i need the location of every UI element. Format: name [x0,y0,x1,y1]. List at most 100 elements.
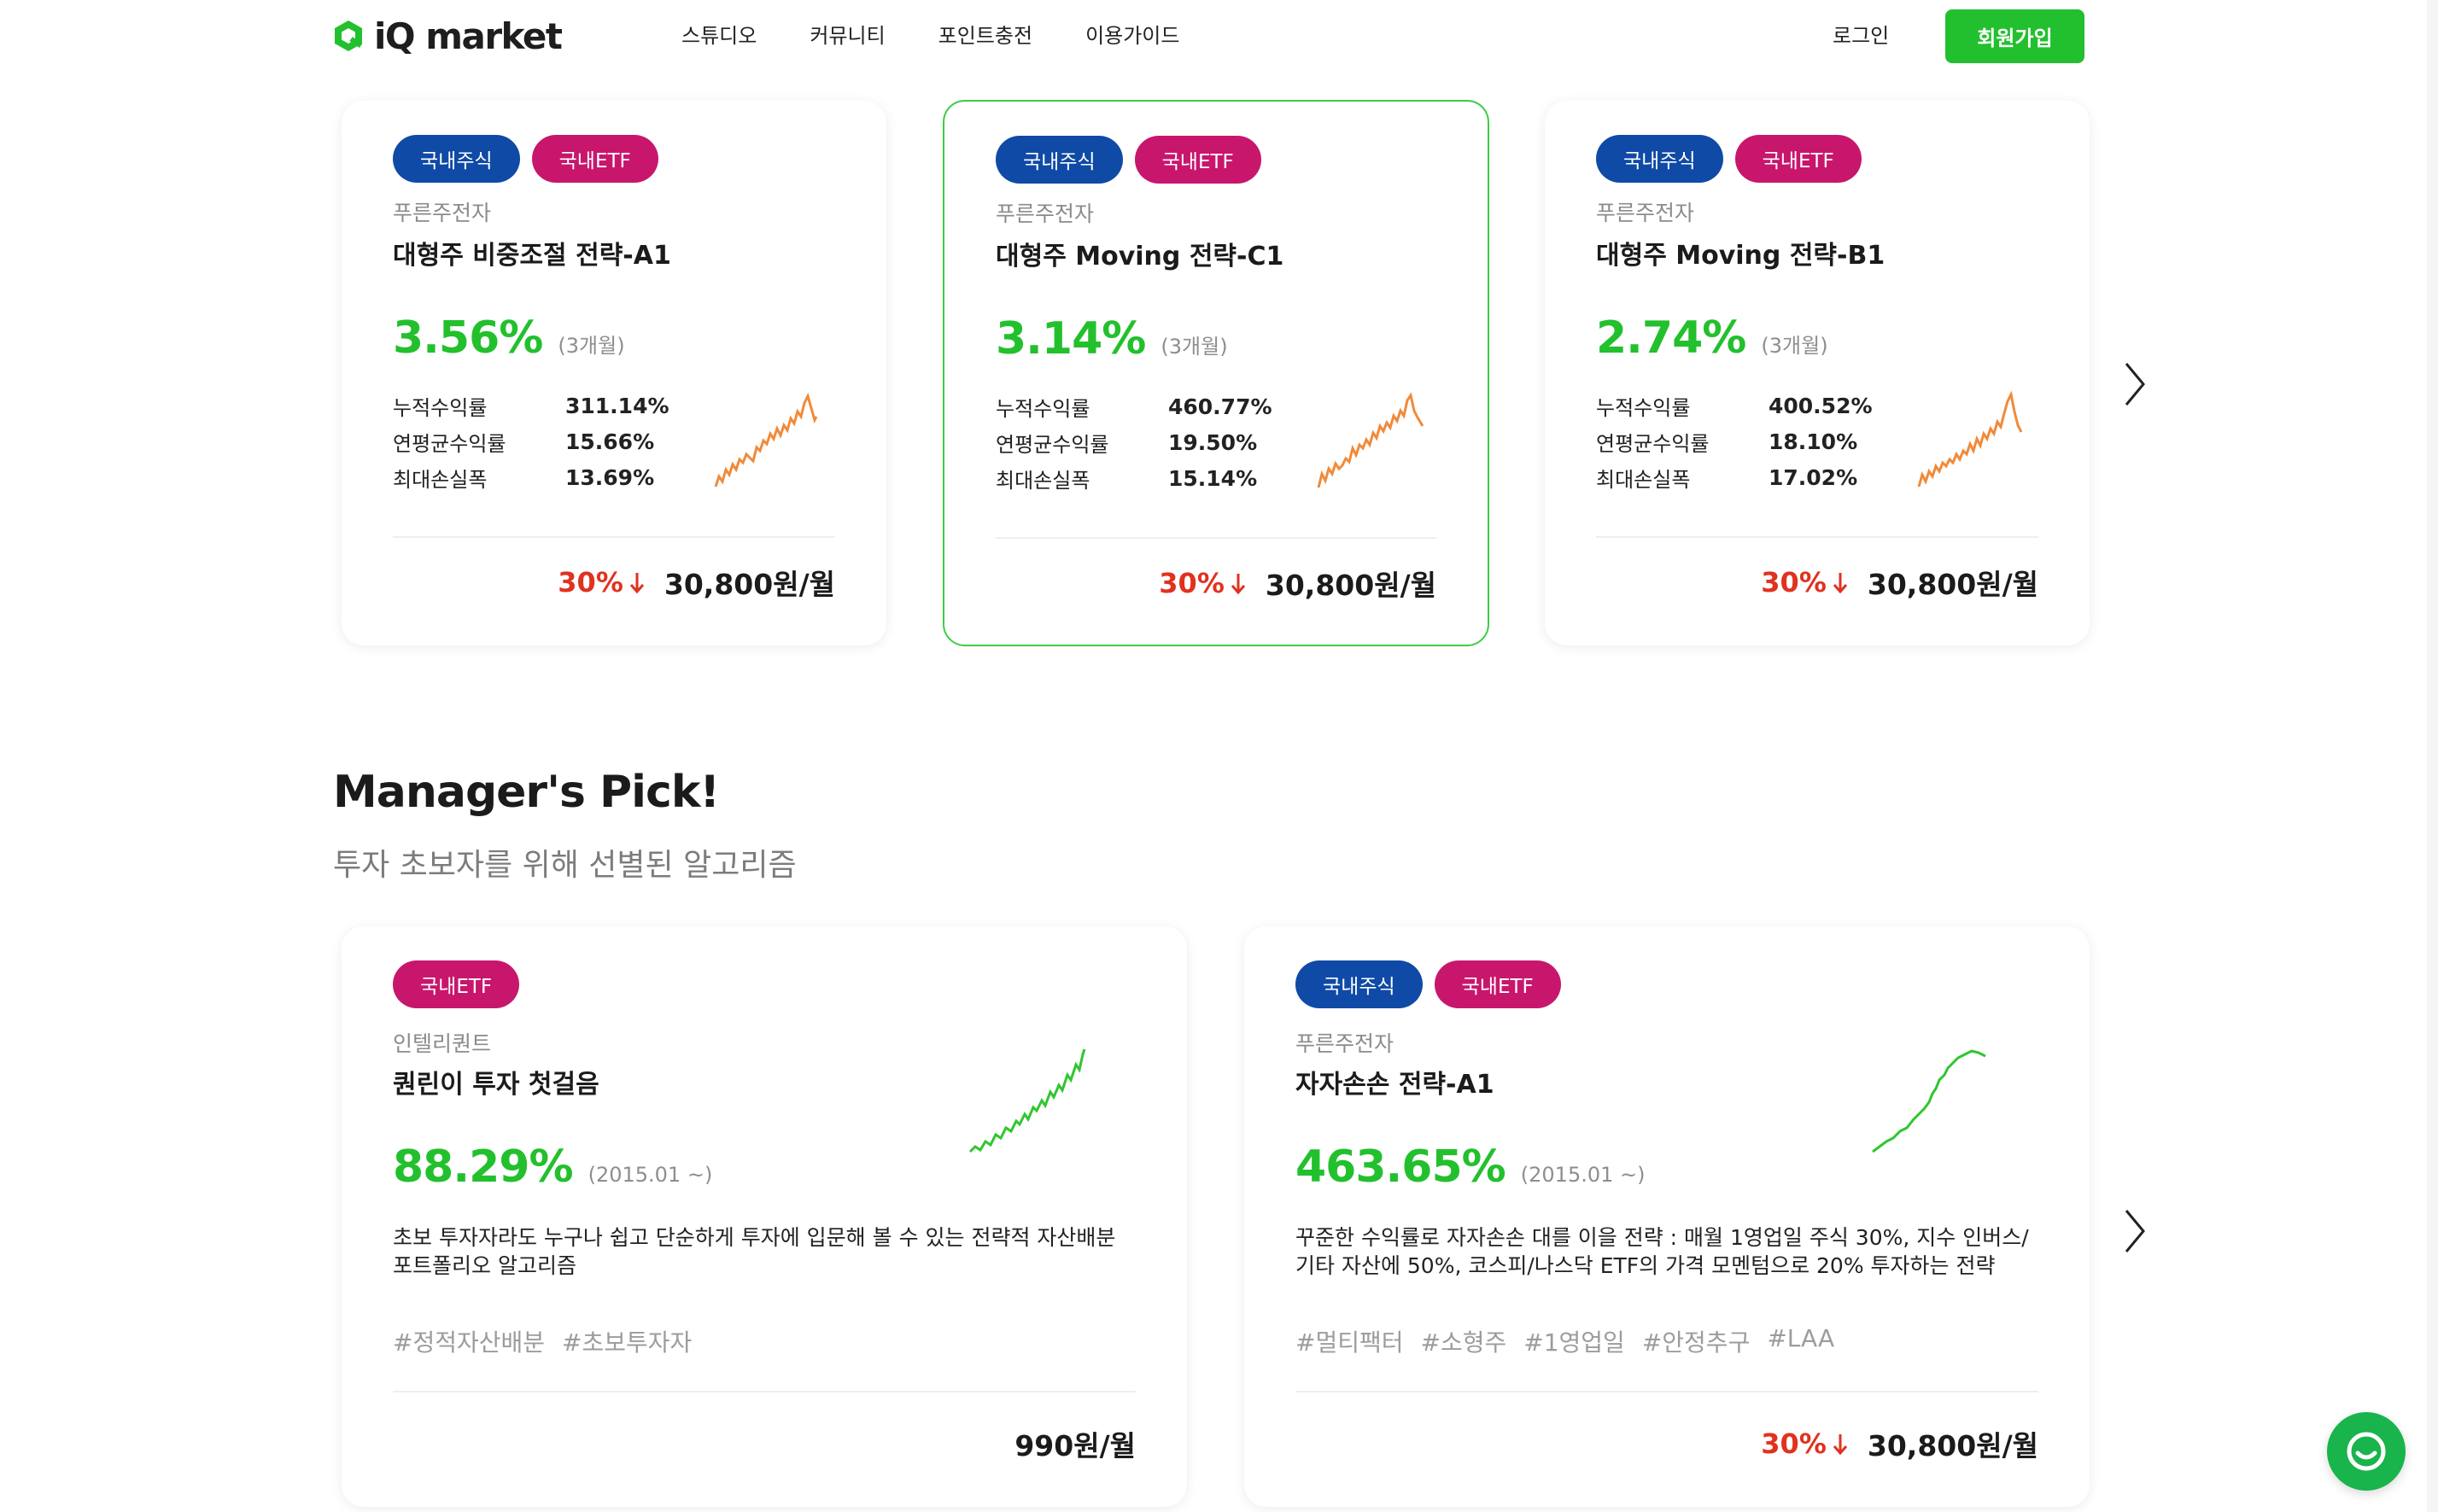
hashtag[interactable]: #초보투자자 [562,1328,693,1357]
hashtag[interactable]: #멀티팩터 [1295,1328,1404,1357]
tag-list: 국내주식 국내ETF [393,135,658,183]
card-divider [1596,536,2038,538]
metric-label: 최대손실폭 [996,468,1090,493]
metric-label: 연평균수익률 [996,432,1109,457]
strategy-name: 대형주 비중조절 전략-A1 [393,241,671,271]
nav-guide[interactable]: 이용가이드 [1085,24,1180,48]
metrics: 누적수익률 311.14% 연평균수익률 15.66% 최대손실폭 13.69% [393,388,669,495]
nav-studio[interactable]: 스튜디오 [681,24,757,48]
return-period: (3개월) [1761,334,1828,358]
metric-row: 누적수익률 311.14% [393,388,669,423]
logo-word: market [425,15,563,57]
logo-mark-text: iQ [374,15,416,57]
metric-row: 최대손실폭 15.14% [996,460,1272,496]
tag-domestic-etf: 국내ETF [1134,136,1261,184]
logo-text: iQ market [374,15,563,57]
strategy-card[interactable]: 국내주식 국내ETF 푸른주전자 대형주 Moving 전략-B1 2.74% … [1545,101,2090,645]
section-title: Manager's Pick! [333,767,720,818]
scrollbar[interactable] [2427,0,2438,1512]
arrow-down-icon [629,573,645,594]
strategy-card[interactable]: 국내주식 국내ETF 푸른주전자 대형주 Moving 전략-C1 3.14% … [943,100,1489,646]
tag-list: 국내주식 국내ETF [996,136,1261,184]
return-block: 88.29% (2015.01 ~) [393,1141,712,1193]
pick-card[interactable]: 국내ETF 인텔리퀀트 퀀린이 투자 첫걸음 88.29% (2015.01 ~… [342,926,1187,1507]
provider-name: 푸른주전자 [1596,201,1695,225]
hashtag-list: #멀티팩터 #소형주 #1영업일 #안정추구 #LAA [1295,1324,1834,1358]
header: iQ market 스튜디오 커뮤니티 포인트충전 이용가이드 로그인 회원가입 [0,0,2438,70]
return-sparkline [1317,392,1424,488]
metric-value: 13.69% [565,464,655,490]
pick-card[interactable]: 국내주식 국내ETF 푸른주전자 자자손손 전략-A1 463.65% (201… [1244,926,2090,1507]
tag-domestic-etf: 국내ETF [531,135,658,183]
price-row: 30% 30,800원/월 [558,562,835,603]
signup-button[interactable]: 회원가입 [1945,9,2084,63]
hashtag[interactable]: #LAA [1767,1324,1835,1352]
tag-list: 국내주식 국내ETF [1295,960,1561,1008]
return-sparkline [1917,391,2023,487]
hashtag[interactable]: #정적자산배분 [393,1328,546,1357]
metric-label: 연평균수익률 [393,431,506,456]
metric-row: 연평균수익률 18.10% [1596,423,1873,459]
card-divider [1295,1391,2038,1392]
return-block: 3.56% (3개월) [393,312,625,364]
price-row: 30% 30,800원/월 [1761,1423,2038,1464]
strategy-name: 대형주 Moving 전략-C1 [996,242,1284,271]
logo[interactable]: iQ market [331,12,563,60]
tag-list: 국내주식 국내ETF [1596,135,1862,183]
metric-value: 15.14% [1168,465,1258,491]
card-divider [996,537,1436,539]
tag-domestic-etf: 국내ETF [1734,135,1862,183]
metric-row: 누적수익률 460.77% [996,388,1272,424]
strategy-name: 자자손손 전략-A1 [1295,1070,1494,1100]
metrics: 누적수익률 460.77% 연평균수익률 19.50% 최대손실폭 15.14% [996,388,1272,496]
chevron-right-icon[interactable] [2118,1206,2152,1257]
discount-badge: 30% [1159,567,1247,599]
nav-point-charge[interactable]: 포인트충전 [938,24,1033,48]
strategy-card[interactable]: 국내주식 국내ETF 푸른주전자 대형주 비중조절 전략-A1 3.56% (3… [342,101,886,645]
strategy-description: 꾸준한 수익률로 자자손손 대를 이을 전략 : 매월 1영업일 주식 30%,… [1295,1225,2029,1278]
metric-value: 15.66% [565,429,655,454]
metric-label: 누적수익률 [1596,395,1691,420]
return-period: (3개월) [1161,335,1228,359]
tag-domestic-stock: 국내주식 [1295,960,1423,1008]
chevron-right-icon[interactable] [2118,359,2152,410]
return-sparkline [714,392,818,487]
metric-value: 18.10% [1769,429,1858,454]
metric-label: 누적수익률 [996,396,1090,421]
discount-value: 30% [1159,567,1225,599]
return-value: 3.14% [996,313,1146,365]
return-period: (2015.01 ~) [588,1163,713,1187]
return-value: 88.29% [393,1141,574,1193]
section-subtitle: 투자 초보자를 위해 선별된 알고리즘 [333,848,797,883]
login-link[interactable]: 로그인 [1833,24,1890,48]
return-value: 463.65% [1295,1141,1506,1193]
tag-domestic-stock: 국내주식 [1596,135,1723,183]
hashtag[interactable]: #안정추구 [1641,1328,1751,1357]
arrow-down-icon [1833,573,1848,594]
price: 30,800원/월 [1867,1429,2038,1462]
metric-row: 연평균수익률 19.50% [996,424,1272,460]
metric-row: 최대손실폭 17.02% [1596,459,1873,495]
metrics: 누적수익률 400.52% 연평균수익률 18.10% 최대손실폭 17.02% [1596,388,1873,495]
nav-community[interactable]: 커뮤니티 [810,24,886,48]
provider-name: 푸른주전자 [1295,1031,1394,1056]
discount-value: 30% [1761,566,1827,598]
tag-list: 국내ETF [393,960,520,1008]
iq-logo-icon [335,20,363,51]
return-sparkline [1872,1049,1986,1153]
metric-row: 연평균수익률 15.66% [393,423,669,459]
strategy-name: 대형주 Moving 전략-B1 [1596,241,1886,271]
hashtag[interactable]: #1영업일 [1523,1328,1625,1357]
metric-label: 연평균수익률 [1596,431,1710,456]
metric-row: 누적수익률 400.52% [1596,388,1873,423]
metric-value: 311.14% [565,393,669,418]
strategy-name: 퀀린이 투자 첫걸음 [393,1070,599,1100]
hashtag[interactable]: #소형주 [1420,1328,1507,1357]
chat-button[interactable] [2327,1412,2406,1491]
discount-badge: 30% [1761,566,1849,598]
price: 30,800원/월 [1265,569,1436,602]
price-row: 990원/월 [1014,1423,1136,1464]
metric-value: 400.52% [1769,393,1873,418]
tag-domestic-stock: 국내주식 [996,136,1123,184]
